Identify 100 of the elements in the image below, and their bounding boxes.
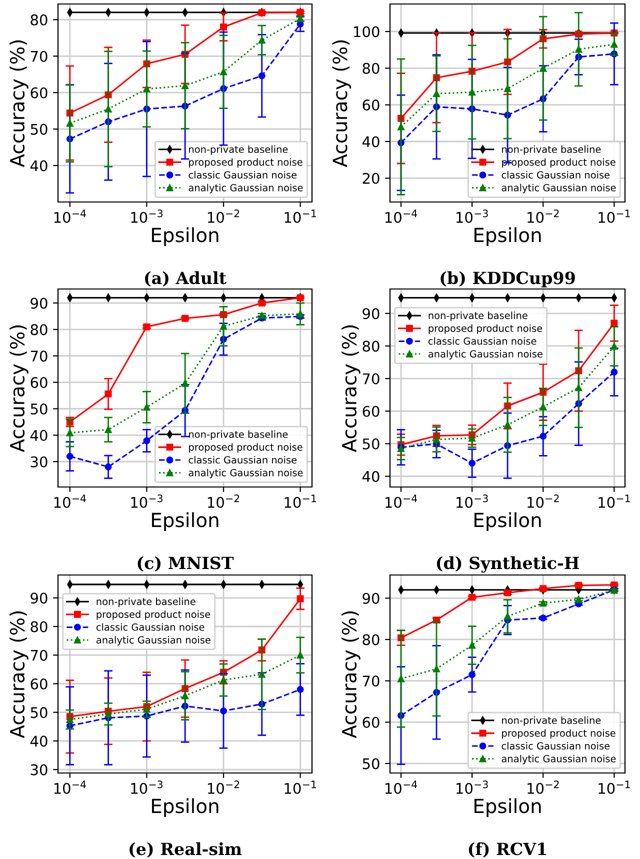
- y-tick-label: 60: [30, 678, 48, 690]
- y-tick-label: 60: [362, 406, 380, 417]
- y-tick-label: 50: [362, 438, 380, 450]
- text: (a) Adult: [145, 271, 226, 287]
- y-axis-title: Accuracy (%): [10, 325, 28, 452]
- y-tick-label: 70: [30, 350, 48, 362]
- x-tick-label: 10$^{−3}$: [131, 210, 162, 223]
- legend-label: classic Gaussian noise: [96, 623, 204, 631]
- x-axis-title: Epsilon: [474, 512, 541, 532]
- y-tick-label: 40: [30, 430, 48, 441]
- legend-label: non-private baseline: [428, 312, 528, 322]
- x-tick-label: 10$^{−1}$: [598, 780, 630, 794]
- x-tick-label: 10$^{−2}$: [528, 780, 559, 794]
- x-tick-label: 10$^{−2}$: [208, 210, 240, 223]
- x-tick-label: 10$^{−1}$: [284, 210, 316, 223]
- legend-label: proposed product noise: [502, 729, 616, 739]
- legend-label: proposed product noise: [428, 324, 542, 334]
- text: (f) RCV1: [468, 842, 546, 858]
- y-tick-label: 30: [30, 764, 48, 776]
- legend-label: non-private baseline: [189, 430, 288, 440]
- legend-label: classic Gaussian noise: [502, 742, 610, 750]
- y-tick-label: 50: [30, 707, 48, 718]
- x-axis-title: Epsilon: [152, 227, 218, 246]
- legend-label: proposed product noise: [189, 158, 302, 168]
- x-tick-label: 10$^{−4}$: [54, 780, 86, 794]
- y-tick-label: 40: [30, 736, 48, 747]
- legend-label: analytic Gaussian noise: [502, 184, 616, 194]
- x-tick-label: 10$^{−2}$: [208, 780, 240, 794]
- text: (e) Real-sim: [130, 842, 242, 858]
- x-axis-title: Epsilon: [152, 798, 218, 818]
- y-tick-label: 50: [30, 403, 48, 414]
- y-tick-label: 60: [30, 87, 48, 98]
- y-tick-label: 90: [30, 592, 48, 604]
- legend-label: non-private baseline: [96, 598, 196, 608]
- legend-label: analytic Gaussian noise: [188, 184, 303, 194]
- y-tick-label: 80: [30, 621, 48, 632]
- legend-label: analytic Gaussian noise: [188, 468, 303, 478]
- text: (c) MNIST: [138, 556, 234, 572]
- y-tick-label: 90: [30, 298, 48, 309]
- y-tick-label: 40: [362, 470, 380, 482]
- x-tick-label: 10$^{−1}$: [598, 210, 630, 223]
- y-axis-title: Accuracy (%): [342, 325, 360, 452]
- legend-label: classic Gaussian noise: [188, 456, 297, 464]
- y-tick-label: 40: [30, 160, 48, 172]
- y-tick-label: 50: [362, 758, 380, 770]
- y-tick-label: 60: [362, 716, 380, 728]
- text: (d) Synthetic-H: [436, 556, 579, 573]
- x-axis-title: Epsilon: [474, 227, 541, 246]
- x-axis-title: Epsilon: [152, 512, 218, 532]
- y-tick-label: 100: [354, 26, 380, 38]
- y-tick-label: 80: [30, 14, 48, 26]
- legend-label: non-private baseline: [502, 716, 601, 726]
- legend-label: analytic Gaussian noise: [96, 636, 210, 646]
- x-axis-title: Epsilon: [474, 798, 541, 818]
- y-tick-label: 60: [30, 377, 48, 388]
- x-tick-label: 10$^{−1}$: [284, 494, 316, 508]
- y-axis-title: Accuracy (%): [10, 40, 28, 168]
- text: (b) KDDCup99: [440, 271, 575, 288]
- y-tick-label: 30: [30, 456, 48, 468]
- y-tick-label: 80: [362, 340, 380, 352]
- legend-label: non-private baseline: [189, 145, 288, 155]
- y-tick-label: 40: [362, 136, 380, 148]
- x-tick-label: 10$^{−2}$: [528, 494, 559, 508]
- legend-label: analytic Gaussian noise: [502, 754, 616, 764]
- x-tick-label: 10$^{−2}$: [208, 494, 240, 508]
- legend-label: classic Gaussian noise: [502, 171, 610, 179]
- y-tick-label: 80: [30, 324, 48, 336]
- y-tick-label: 20: [362, 172, 380, 184]
- x-tick-label: 10$^{−4}$: [385, 780, 418, 794]
- legend-label: proposed product noise: [189, 443, 302, 453]
- x-tick-label: 10$^{−3}$: [456, 494, 488, 508]
- y-axis-title: Accuracy (%): [342, 611, 360, 738]
- x-tick-label: 10$^{−4}$: [54, 494, 86, 508]
- x-tick-label: 10$^{−4}$: [54, 210, 86, 223]
- y-tick-label: 80: [362, 62, 380, 74]
- y-tick-label: 70: [362, 373, 380, 384]
- legend-label: classic Gaussian noise: [428, 337, 536, 345]
- y-axis-title: Accuracy (%): [10, 611, 28, 738]
- y-tick-label: 70: [30, 50, 48, 62]
- x-tick-label: 10$^{−3}$: [131, 494, 162, 508]
- y-tick-label: 70: [362, 676, 380, 687]
- x-tick-label: 10$^{−1}$: [598, 494, 630, 508]
- x-tick-label: 10$^{−2}$: [528, 210, 559, 223]
- y-tick-label: 80: [362, 634, 380, 646]
- x-tick-label: 10$^{−4}$: [385, 494, 418, 508]
- y-tick-label: 90: [362, 308, 380, 320]
- legend-label: proposed product noise: [96, 610, 210, 620]
- legend-label: analytic Gaussian noise: [428, 350, 542, 360]
- y-tick-label: 50: [30, 124, 48, 135]
- y-axis-title: Accuracy (%): [332, 40, 352, 168]
- y-tick-label: 70: [30, 650, 48, 661]
- x-tick-label: 10$^{−4}$: [385, 210, 418, 223]
- legend-label: proposed product noise: [502, 158, 616, 168]
- x-tick-label: 10$^{−3}$: [456, 210, 488, 223]
- x-tick-label: 10$^{−1}$: [284, 780, 316, 794]
- legend-label: classic Gaussian noise: [188, 171, 297, 179]
- y-tick-label: 60: [362, 100, 380, 111]
- x-tick-label: 10$^{−3}$: [131, 780, 162, 794]
- y-tick-label: 90: [362, 592, 380, 604]
- x-tick-label: 10$^{−3}$: [456, 780, 488, 794]
